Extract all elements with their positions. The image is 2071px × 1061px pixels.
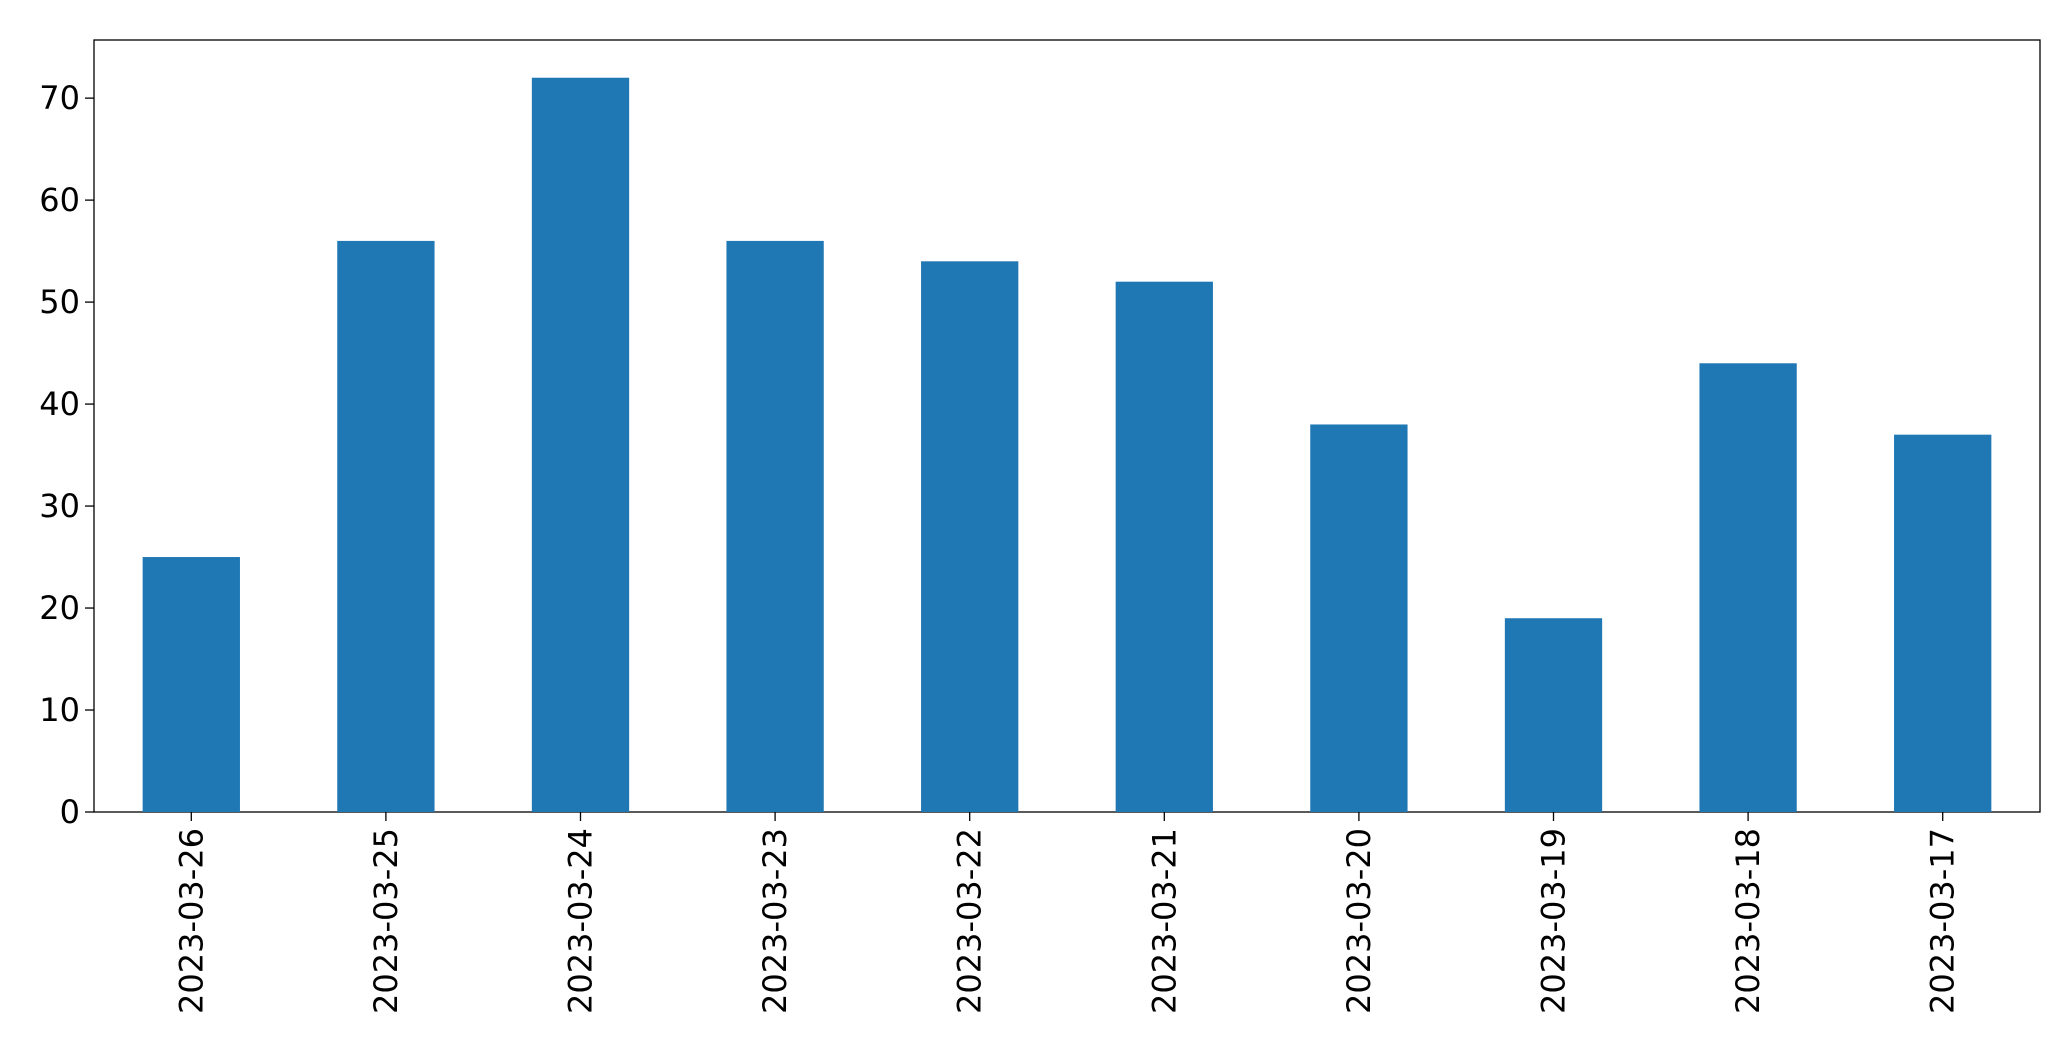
y-tick-label: 0 [60, 793, 80, 831]
plot-frame [93, 39, 2041, 813]
y-tick-label: 40 [39, 385, 80, 423]
y-tick-label: 60 [39, 181, 80, 219]
bar [1504, 618, 1603, 812]
bar [337, 240, 435, 812]
x-tick-label: 2023-03-20 [1340, 828, 1378, 1014]
bar [1115, 281, 1213, 812]
x-tick-label: 2023-03-18 [1729, 828, 1767, 1014]
x-tick-label: 2023-03-26 [172, 828, 210, 1014]
x-tick-label: 2023-03-25 [367, 828, 405, 1014]
bar [142, 557, 240, 812]
y-tick-label: 30 [39, 487, 80, 525]
y-tick-label: 20 [39, 589, 80, 627]
y-tick-label: 50 [39, 283, 80, 321]
x-tick-label: 2023-03-24 [562, 828, 600, 1014]
y-tick-label: 10 [39, 691, 80, 729]
x-tick-label: 2023-03-21 [1145, 828, 1183, 1014]
bar [921, 261, 1019, 812]
bar [1310, 424, 1408, 812]
bar [531, 77, 630, 812]
bar [726, 240, 824, 812]
x-tick-label: 2023-03-22 [951, 828, 989, 1014]
x-tick-label: 2023-03-19 [1535, 828, 1573, 1014]
x-tick-label: 2023-03-17 [1924, 828, 1962, 1014]
x-tick-label: 2023-03-23 [756, 828, 794, 1014]
y-tick-label: 70 [39, 79, 80, 117]
bar [1894, 434, 1992, 812]
bar [1699, 363, 1797, 812]
